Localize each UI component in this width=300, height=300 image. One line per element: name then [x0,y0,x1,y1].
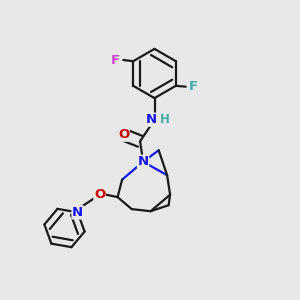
Text: N: N [137,155,149,168]
Text: O: O [118,128,129,141]
Text: F: F [189,80,198,93]
Text: O: O [94,188,105,201]
Text: F: F [111,53,120,67]
Text: H: H [160,113,169,126]
Text: N: N [145,113,157,126]
Text: N: N [72,206,83,219]
